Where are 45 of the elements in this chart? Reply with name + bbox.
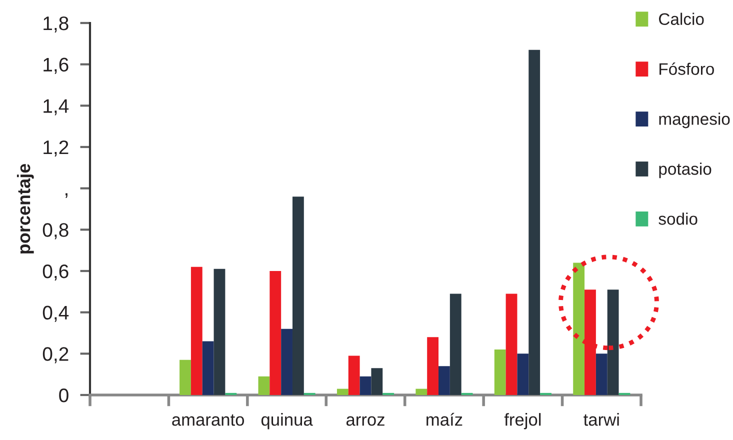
bar (506, 294, 518, 395)
y-tick-label: 1,4 (44, 99, 69, 116)
bar (214, 268, 226, 395)
y-tick-label: 0,8 (42, 223, 68, 240)
bar (190, 266, 202, 395)
y-tick-label: 0,6 (42, 264, 68, 281)
bar (336, 388, 348, 395)
x-tick-label: maíz (426, 412, 462, 426)
bar (180, 360, 191, 395)
x-tick-label: amaranto (172, 414, 244, 426)
legend-label: Fósforo (660, 62, 714, 75)
bar (596, 354, 608, 395)
y-axis-title: porcentaje (16, 164, 34, 254)
legend-label: magnesio (659, 112, 730, 128)
bar (438, 366, 450, 395)
y-tick-label: 1,2 (44, 140, 68, 157)
bar (348, 356, 360, 395)
bar (258, 376, 270, 395)
bar (427, 337, 439, 395)
legend-label: sodio (658, 212, 698, 225)
y-tick-label: 0,4 (42, 306, 69, 322)
bar (292, 196, 304, 395)
bar (202, 341, 214, 395)
bar (270, 271, 282, 395)
y-tick-label: 0 (59, 388, 68, 402)
bar (416, 388, 428, 395)
bar (494, 350, 506, 395)
y-tick-label: 1,6 (44, 58, 68, 74)
legend-label: potasio (659, 162, 712, 178)
x-tick-label: tarwi (584, 413, 619, 426)
x-tick-label: quinua (261, 413, 313, 430)
legend-label: Calcio (659, 12, 704, 25)
bar (517, 354, 529, 395)
bar (450, 294, 462, 395)
bar (528, 50, 540, 395)
x-tick-label: arroz (346, 416, 384, 426)
bar (281, 328, 292, 395)
bar (573, 262, 585, 395)
y-tick-label: , (66, 193, 68, 198)
y-tick-label: 1,8 (44, 16, 68, 33)
bar (360, 376, 372, 395)
bar (607, 290, 619, 395)
bar (371, 368, 383, 395)
x-tick-label: frejol (504, 413, 541, 430)
y-tick-label: 0,2 (42, 347, 68, 364)
